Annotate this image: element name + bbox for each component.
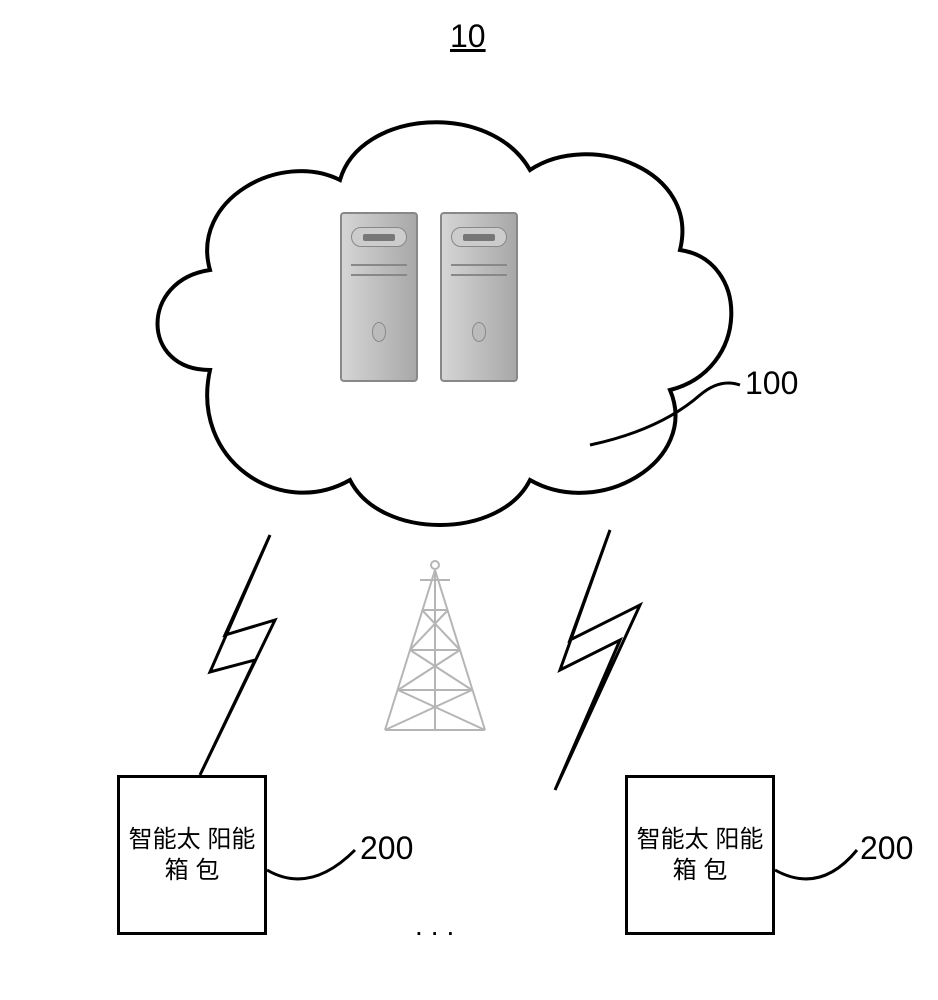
server-line <box>351 264 407 266</box>
box-text: 智能太 阳能箱 包 <box>120 820 264 890</box>
ref-label-box-2: 200 <box>860 830 913 867</box>
ref-label-cloud: 100 <box>745 365 798 402</box>
ellipsis: ... <box>415 910 462 942</box>
server-slot <box>451 227 507 247</box>
tower-icon <box>385 561 485 730</box>
server-line <box>451 274 507 276</box>
lead-line-box-1 <box>267 850 355 879</box>
server-button-icon <box>372 322 387 342</box>
lead-line-cloud <box>590 383 740 445</box>
figure-number: 10 <box>450 18 486 55</box>
server-2 <box>440 212 518 382</box>
server-1 <box>340 212 418 382</box>
server-button-icon <box>472 322 487 342</box>
box-text: 智能太 阳能箱 包 <box>628 820 772 890</box>
lightning-icon-right <box>555 530 640 790</box>
server-slot <box>351 227 407 247</box>
box-smart-solar-bag-2: 智能太 阳能箱 包 <box>625 775 775 935</box>
box-smart-solar-bag-1: 智能太 阳能箱 包 <box>117 775 267 935</box>
lead-line-box-2 <box>775 850 857 879</box>
server-line <box>351 274 407 276</box>
lightning-icon-left <box>200 535 275 775</box>
ref-label-box-1: 200 <box>360 830 413 867</box>
server-line <box>451 264 507 266</box>
